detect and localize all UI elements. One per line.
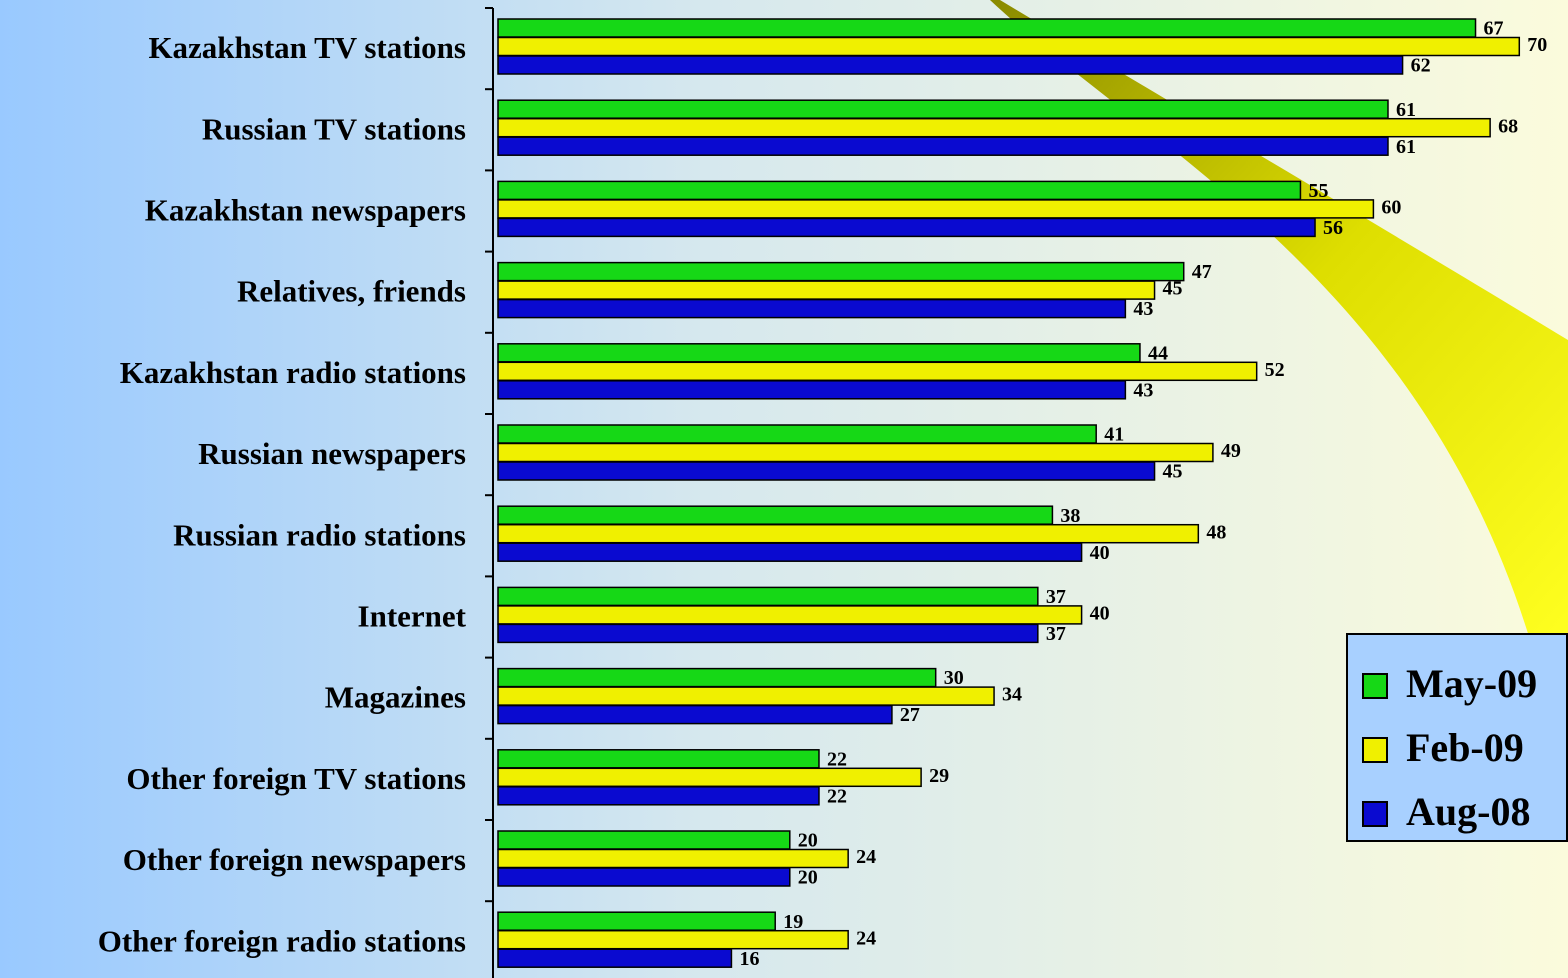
- value-label: 24: [856, 846, 876, 868]
- bar: [497, 442, 1214, 463]
- value-label: 37: [1046, 586, 1066, 608]
- value-label: 60: [1381, 196, 1401, 218]
- bar: [497, 361, 1258, 382]
- category-label: Kazakhstan newspapers: [145, 193, 466, 228]
- value-label: 56: [1323, 217, 1343, 239]
- category-label: Russian radio stations: [173, 517, 466, 552]
- category-label: Russian newspapers: [198, 436, 466, 471]
- category-label: Other foreign newspapers: [123, 842, 466, 877]
- legend-swatch: [1362, 801, 1388, 827]
- category-label: Relatives, friends: [237, 274, 466, 309]
- category-label: Kazakhstan TV stations: [148, 30, 466, 65]
- value-label: 62: [1411, 55, 1431, 77]
- bar: [497, 199, 1375, 219]
- value-label: 20: [798, 830, 818, 852]
- value-label: 43: [1133, 379, 1153, 401]
- bar: [497, 667, 937, 688]
- category-label: Other foreign TV stations: [126, 761, 466, 796]
- value-label: 22: [827, 748, 847, 770]
- value-label: 44: [1148, 342, 1168, 364]
- legend-label: Aug-08: [1406, 789, 1530, 834]
- category-label: Internet: [358, 599, 467, 634]
- bar: [497, 911, 776, 931]
- value-label: 55: [1308, 180, 1328, 202]
- bar: [497, 523, 1200, 544]
- category-label: Other foreign radio stations: [98, 923, 466, 958]
- value-label: 34: [1002, 684, 1022, 706]
- value-label: 40: [1090, 602, 1110, 624]
- bar: [497, 343, 1141, 363]
- value-label: 67: [1484, 18, 1504, 40]
- value-label: 47: [1192, 261, 1212, 283]
- bar: [497, 586, 1039, 607]
- value-label: 70: [1527, 34, 1547, 56]
- bar: [497, 18, 1477, 38]
- value-label: 20: [798, 867, 818, 889]
- legend-swatch: [1362, 737, 1388, 763]
- value-label: 43: [1133, 298, 1153, 320]
- value-label: 48: [1206, 521, 1226, 543]
- bar: [497, 505, 1054, 525]
- bar: [497, 99, 1389, 119]
- value-label: 19: [783, 911, 803, 933]
- bar: [497, 867, 791, 887]
- value-label: 27: [900, 704, 920, 726]
- bar: [497, 261, 1185, 282]
- decoration-swoosh: [990, 0, 1568, 640]
- value-label: 45: [1163, 461, 1183, 483]
- bar: [497, 280, 1156, 300]
- value-label: 29: [929, 765, 949, 787]
- bar: [497, 217, 1316, 238]
- bar: [497, 786, 820, 806]
- value-label: 52: [1265, 359, 1285, 381]
- value-label: 37: [1046, 623, 1066, 645]
- legend-label: May-09: [1406, 661, 1537, 706]
- bar: [497, 542, 1083, 562]
- bar: [497, 117, 1491, 138]
- bar: [497, 180, 1302, 201]
- bar: [497, 424, 1097, 444]
- bar: [497, 298, 1127, 319]
- value-label: 30: [944, 667, 964, 689]
- bar: [497, 929, 849, 950]
- bar: [497, 36, 1521, 57]
- bar: [497, 830, 791, 850]
- bar: [497, 749, 820, 769]
- value-label: 41: [1104, 424, 1124, 446]
- bar: [497, 948, 733, 968]
- bar: [497, 55, 1404, 75]
- value-label: 45: [1163, 278, 1183, 300]
- bar: [497, 605, 1083, 625]
- value-label: 38: [1060, 505, 1080, 527]
- category-label: Russian TV stations: [202, 111, 466, 146]
- legend-label: Feb-09: [1406, 725, 1524, 770]
- bar: [497, 461, 1156, 481]
- bar: [497, 380, 1127, 400]
- value-label: 40: [1090, 542, 1110, 564]
- bar: [497, 704, 893, 725]
- value-label: 61: [1396, 99, 1416, 121]
- category-label: Magazines: [325, 680, 466, 715]
- bar: [497, 136, 1389, 156]
- value-label: 61: [1396, 136, 1416, 158]
- value-label: 24: [856, 927, 876, 949]
- value-label: 49: [1221, 440, 1241, 462]
- bar: [497, 848, 849, 869]
- bar: [497, 767, 922, 788]
- legend-swatch: [1362, 673, 1388, 699]
- bar: [497, 686, 995, 706]
- value-label: 22: [827, 785, 847, 807]
- value-label: 16: [739, 948, 759, 970]
- bar: [497, 623, 1039, 644]
- category-label: Kazakhstan radio stations: [120, 355, 466, 390]
- value-label: 68: [1498, 115, 1518, 137]
